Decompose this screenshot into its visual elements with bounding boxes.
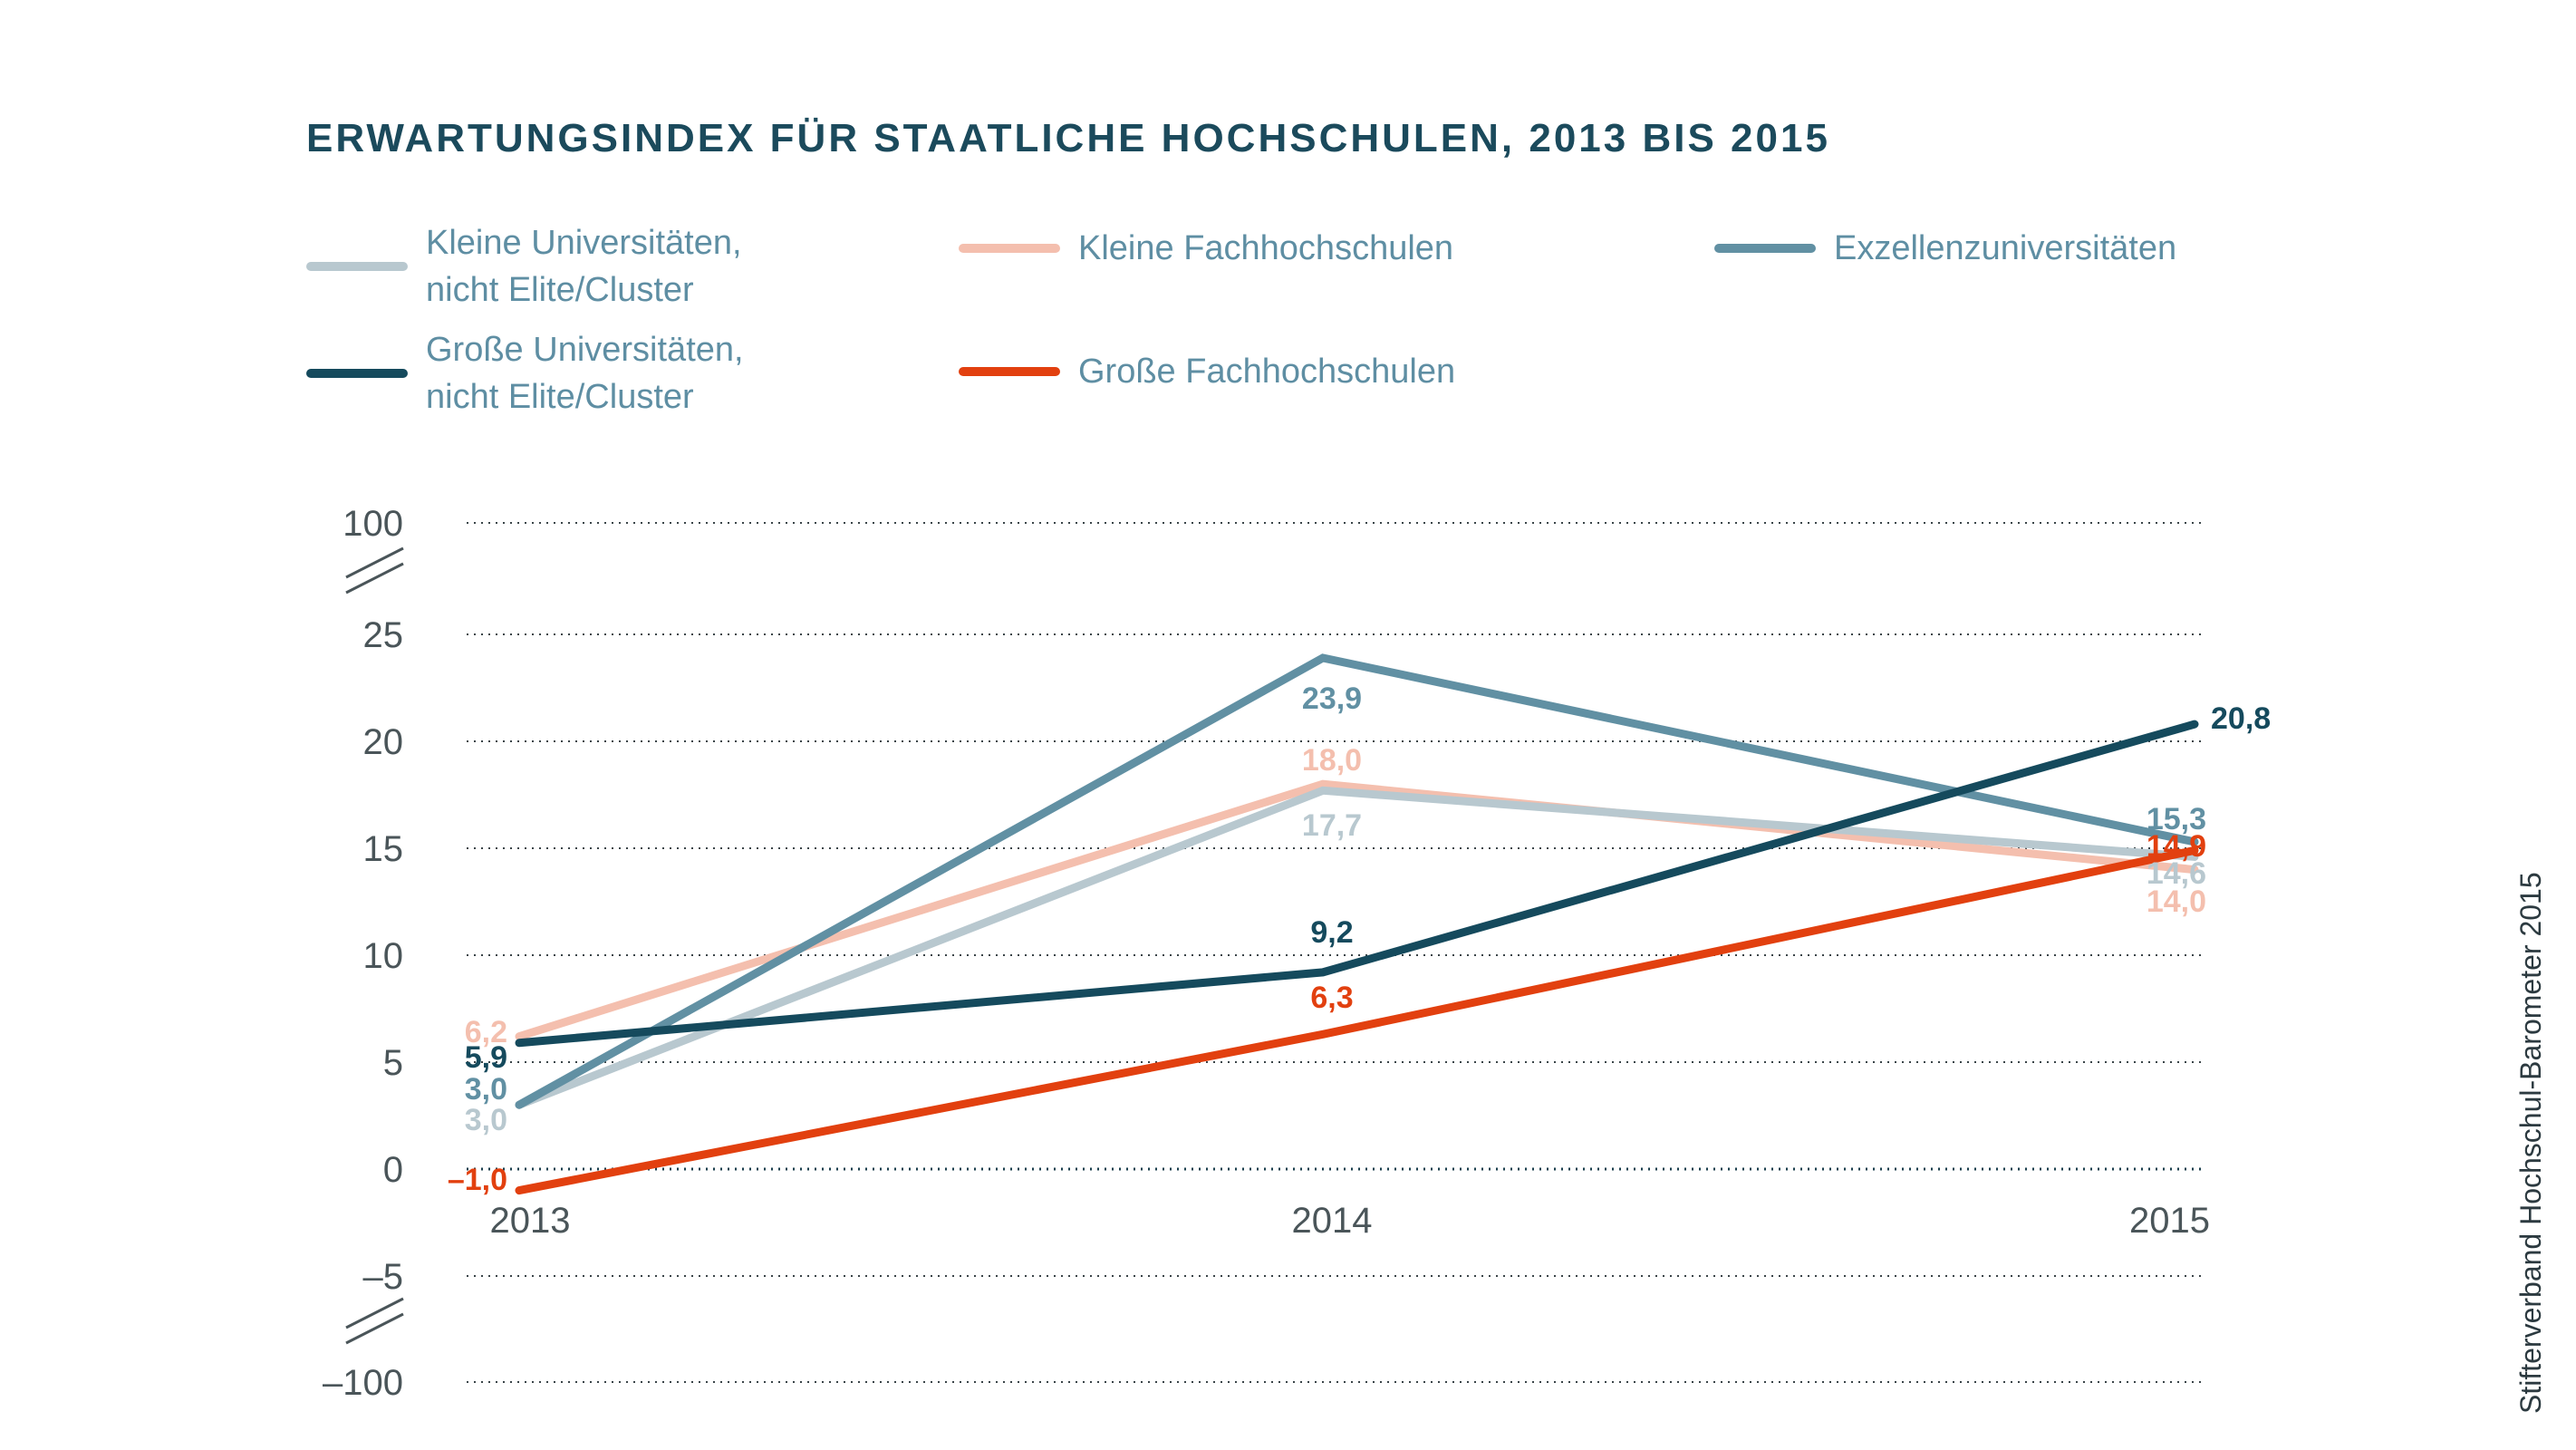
legend-item-kleine-fachhochschulen: Kleine Fachhochschulen xyxy=(959,225,1453,272)
legend-label: Kleine Fachhochschulen xyxy=(1078,229,1454,267)
data-label: 20,8 xyxy=(2211,701,2271,736)
y-tick-label: –5 xyxy=(363,1257,404,1297)
data-label: 3,0 xyxy=(465,1072,507,1107)
axis-break-mark xyxy=(345,546,404,579)
series-line xyxy=(515,786,2199,1109)
legend-label: Exzellenzuniversitäten xyxy=(1834,229,2177,267)
legend-item-kleine-universitaeten: Kleine Universitäten, nicht Elite/Cluste… xyxy=(306,219,742,314)
legend-item-grosse-fachhochschulen: Große Fachhochschulen xyxy=(959,348,1455,395)
data-label: –1,0 xyxy=(448,1163,507,1197)
data-label: 18,0 xyxy=(1302,743,1362,778)
y-tick-label: –100 xyxy=(323,1363,403,1403)
legend-item-exzellenzuniversitaeten: Exzellenzuniversitäten xyxy=(1714,225,2176,272)
source-credit: Stifterverband Hochschul-Barometer 2015 xyxy=(2514,872,2547,1414)
chart-title: ERWARTUNGSINDEX FÜR STAATLICHE HOCHSCHUL… xyxy=(306,116,1830,160)
y-tick-label: 10 xyxy=(363,936,404,976)
data-label: 6,2 xyxy=(465,1015,507,1049)
legend-item-grosse-universitaeten: Große Universitäten, nicht Elite/Cluster xyxy=(306,326,744,420)
data-label: 14,0 xyxy=(2147,884,2206,919)
y-tick-label: 15 xyxy=(363,829,404,869)
legend-swatch xyxy=(1714,244,1816,253)
series-line xyxy=(515,846,2199,1195)
data-label: 3,0 xyxy=(465,1103,507,1137)
x-tick-label: 2013 xyxy=(490,1201,571,1241)
legend-label: Kleine Universitäten, nicht Elite/Cluste… xyxy=(426,224,742,309)
legend-label: Große Fachhochschulen xyxy=(1078,353,1456,391)
legend-swatch xyxy=(306,262,408,271)
axis-break-mark xyxy=(345,1297,404,1329)
y-tick-label: 0 xyxy=(383,1150,403,1190)
y-tick-label: 25 xyxy=(363,615,404,655)
data-label: 23,9 xyxy=(1302,682,1362,716)
series-line xyxy=(515,653,2199,1109)
data-label: 14,9 xyxy=(2147,829,2206,864)
data-label: 6,3 xyxy=(1310,981,1353,1015)
data-label: 9,2 xyxy=(1310,915,1353,950)
x-tick-label: 2015 xyxy=(2129,1201,2210,1241)
legend-swatch xyxy=(306,369,408,378)
data-label: 15,3 xyxy=(2147,802,2206,836)
y-tick-label: 100 xyxy=(343,504,403,544)
data-label: 17,7 xyxy=(1302,808,1362,843)
series-line xyxy=(515,720,2199,1048)
y-tick-label: 5 xyxy=(383,1043,403,1083)
legend-swatch xyxy=(959,367,1060,376)
y-tick-label: 20 xyxy=(363,722,404,762)
axis-break-mark xyxy=(345,1312,404,1345)
x-tick-label: 2014 xyxy=(1292,1201,1373,1241)
data-label: 5,9 xyxy=(465,1040,507,1075)
data-label: 14,6 xyxy=(2147,856,2206,891)
axis-break-mark xyxy=(345,562,404,594)
legend-label: Große Universitäten, nicht Elite/Cluster xyxy=(426,331,744,416)
legend-swatch xyxy=(959,244,1060,253)
